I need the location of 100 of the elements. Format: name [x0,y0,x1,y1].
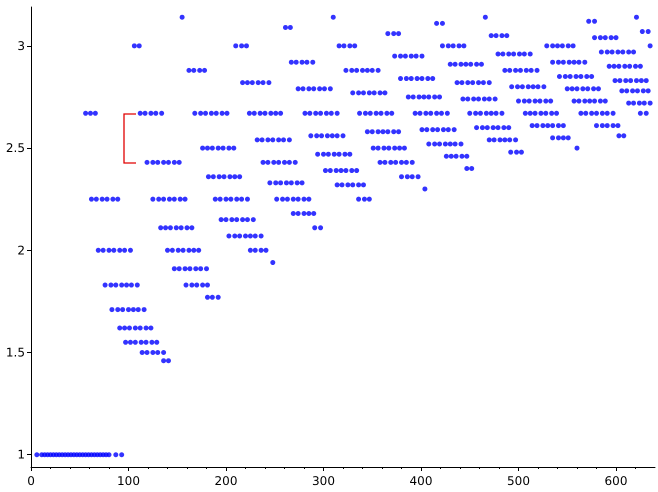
point [286,137,292,142]
point [435,127,440,132]
point [126,307,131,312]
point [631,49,636,54]
point [488,33,494,38]
point [486,80,492,86]
point [430,127,436,132]
point [227,174,232,180]
point [231,146,236,151]
point [496,125,501,130]
point [385,31,390,36]
point [332,152,337,157]
point [471,96,476,102]
point [602,35,608,40]
point [604,123,610,128]
point [288,180,294,186]
point [178,225,184,230]
point [202,68,208,73]
point [564,86,570,92]
point [391,129,396,134]
point [296,86,301,92]
y-tick-label: 2.5 [6,141,25,156]
point [343,168,348,174]
point [122,248,128,253]
point [258,248,264,253]
point [276,160,282,165]
point [168,225,173,230]
point [322,86,327,92]
point [109,307,114,312]
point [273,180,278,186]
point [398,76,404,82]
point [144,160,150,165]
point [150,350,156,356]
point [556,74,562,80]
point [397,146,402,151]
point [492,96,498,102]
point [226,146,232,151]
point [300,60,305,65]
point [398,54,404,59]
point [414,76,420,82]
point [440,127,446,132]
point [128,282,134,288]
point [480,125,485,130]
point [218,196,223,202]
point [165,248,170,253]
point [560,43,565,48]
point [224,217,228,222]
point [198,266,204,272]
point [294,180,300,186]
point [502,137,508,142]
point [570,43,576,48]
point [170,248,175,253]
point [248,233,253,238]
point [265,160,270,165]
point [484,125,490,130]
point [284,180,289,186]
point [274,196,280,202]
point [144,340,149,345]
point [630,88,636,94]
point [456,43,462,48]
point [526,84,531,90]
point [300,86,306,92]
point [392,54,398,59]
point [511,52,516,57]
point [186,248,192,253]
point [386,146,392,151]
point [104,196,110,202]
point [514,150,520,155]
point [434,20,440,26]
point [318,225,324,230]
point [476,96,482,102]
point [502,68,508,73]
point [234,196,240,202]
point [111,248,116,253]
point [463,62,468,67]
point [342,152,348,157]
point [266,80,272,86]
point [550,43,556,48]
point [176,248,181,253]
point [312,225,318,230]
point [150,196,156,202]
point [499,33,504,38]
point [240,217,246,222]
point [321,152,326,157]
point [193,266,198,272]
point [220,146,226,151]
point [161,358,166,364]
point [562,74,568,80]
point [340,133,346,138]
point [582,60,588,65]
point [515,84,520,90]
point [270,137,276,142]
y-tick-label: 1.5 [6,346,25,360]
point [638,64,643,69]
point [356,196,362,202]
point [560,135,566,140]
point [210,294,215,300]
point [556,135,561,140]
point [196,248,202,253]
point [634,88,640,94]
